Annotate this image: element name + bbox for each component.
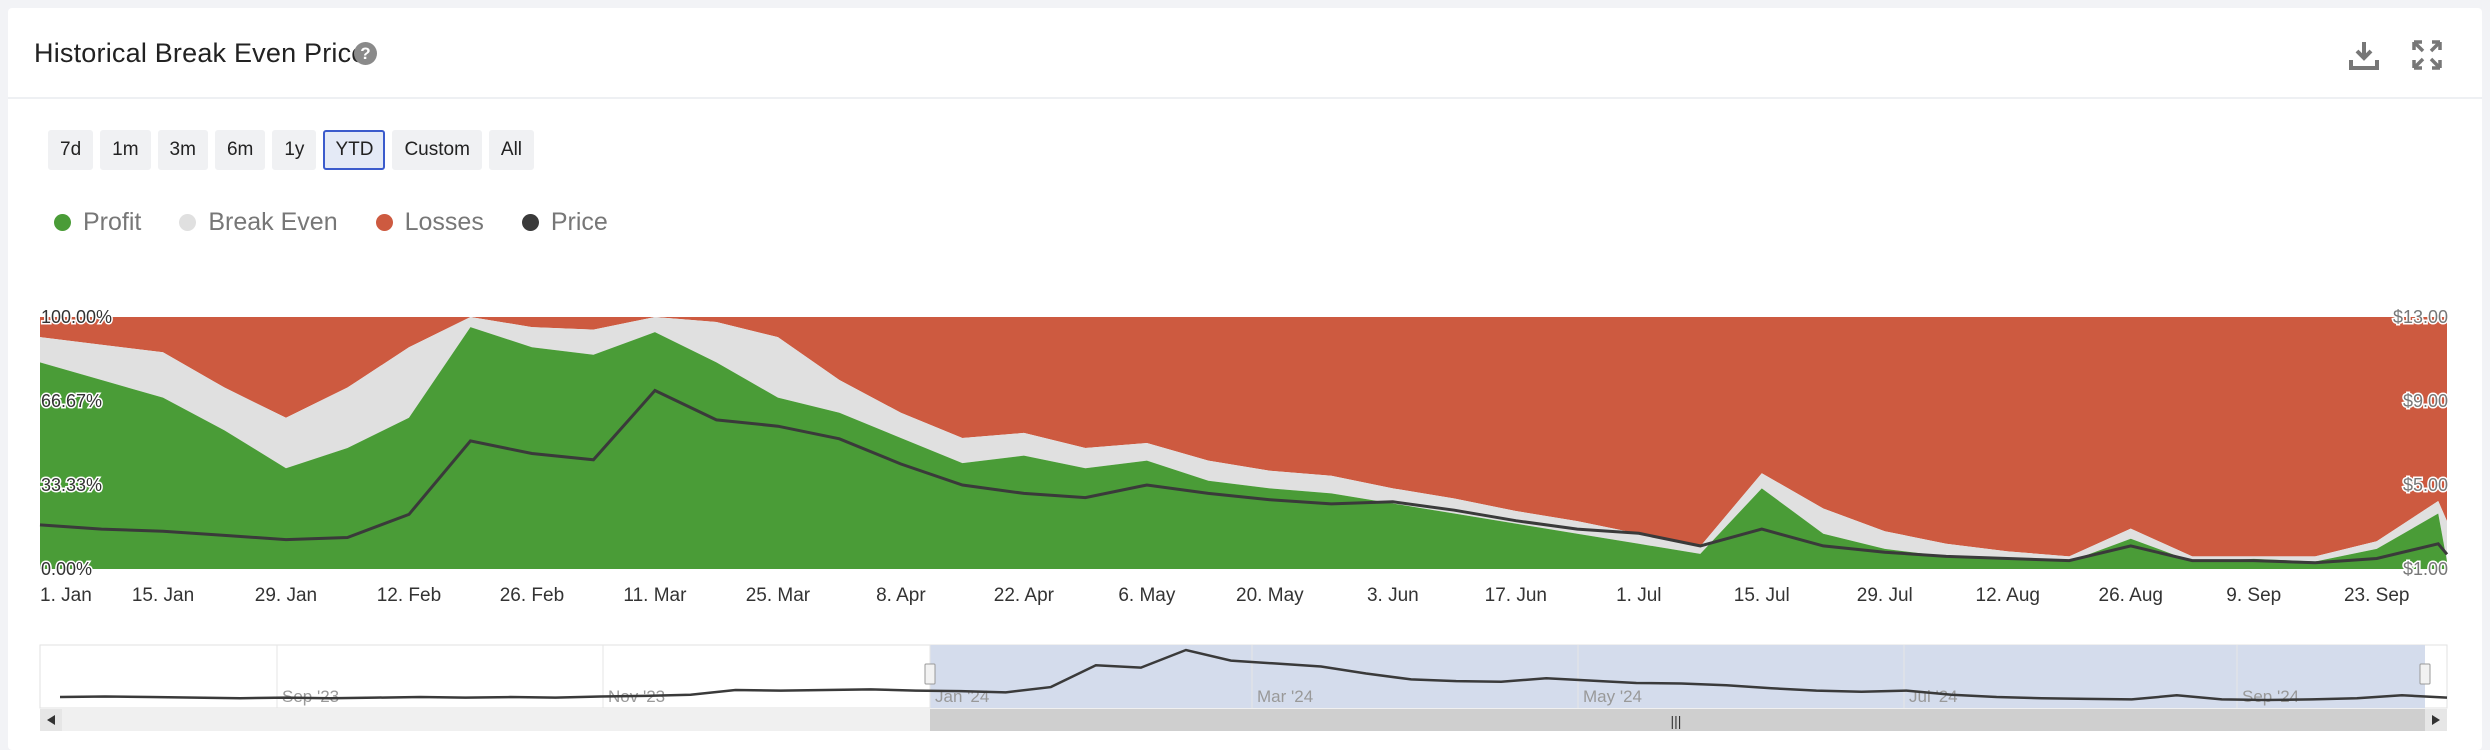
legend-label: Price: [550, 208, 608, 236]
legend-label: Profit: [83, 208, 142, 236]
range-selector: 7d 1m 3m 6m 1y YTD Custom All: [48, 130, 535, 170]
help-icon[interactable]: ?: [354, 42, 377, 65]
chart-legend: Profit Break Even Losses Price: [54, 208, 608, 237]
range-button-custom[interactable]: Custom: [392, 130, 482, 170]
legend-dot-icon: [54, 214, 71, 231]
chart-panel: Historical Break Even Price ? 7d 1m 3m 6m 1y…: [8, 8, 2482, 750]
fullscreen-icon[interactable]: [2410, 38, 2444, 72]
legend-item-profit[interactable]: Profit: [54, 208, 141, 237]
download-icon[interactable]: [2347, 38, 2381, 72]
legend-label: Break Even: [208, 208, 338, 236]
panel-header: Historical Break Even Price ?: [8, 8, 2482, 99]
legend-item-break-even[interactable]: Break Even: [179, 208, 338, 237]
legend-item-losses[interactable]: Losses: [375, 208, 484, 237]
legend-dot-icon: [179, 214, 197, 231]
range-button-7d[interactable]: 7d: [48, 130, 94, 170]
range-button-all[interactable]: All: [488, 130, 535, 170]
legend-label: Losses: [404, 208, 484, 236]
range-button-6m[interactable]: 6m: [214, 130, 266, 170]
range-button-1y[interactable]: 1y: [272, 130, 317, 170]
range-button-3m[interactable]: 3m: [157, 130, 208, 170]
range-button-1m[interactable]: 1m: [100, 130, 151, 170]
legend-dot-icon: [375, 214, 393, 231]
legend-item-price[interactable]: Price: [521, 208, 608, 237]
legend-dot-icon: [521, 214, 539, 231]
page-title: Historical Break Even Price: [34, 38, 367, 68]
range-button-ytd[interactable]: YTD: [323, 130, 386, 170]
